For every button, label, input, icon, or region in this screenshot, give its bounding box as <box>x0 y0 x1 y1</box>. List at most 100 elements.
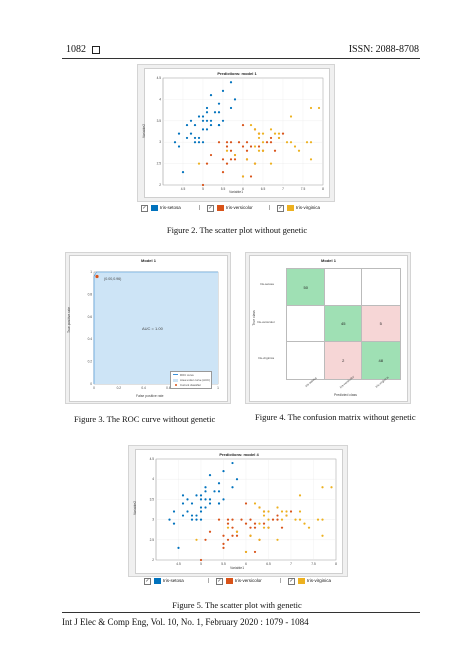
x-tick-label: 4.5 <box>176 562 181 566</box>
roc-legend-point <box>174 383 177 386</box>
scatter-point-iris-versicolor <box>245 141 249 144</box>
scatter-point-iris-setosa <box>205 128 209 131</box>
scatter-point-iris-virginica <box>253 502 257 505</box>
scatter-point-iris-virginica <box>269 162 273 165</box>
scatter-point-iris-setosa <box>185 136 189 140</box>
setosa-checkbox[interactable]: ✓ <box>141 205 148 212</box>
scatter-point-iris-versicolor <box>241 123 245 127</box>
scatter-point-iris-virginica <box>298 494 302 497</box>
versicolor-checkbox[interactable]: ✓ <box>216 578 223 585</box>
scatter-point-iris-versicolor <box>225 162 229 165</box>
scatter-point-iris-virginica <box>321 518 324 521</box>
scatter-point-iris-setosa <box>217 502 221 505</box>
scatter-point-iris-setosa <box>217 482 221 485</box>
setosa-swatch <box>151 205 158 211</box>
scatter-point-iris-versicolor <box>257 145 261 148</box>
scatter-point-iris-versicolor <box>231 526 234 529</box>
roc-y-tick-label: 0.4 <box>88 337 93 341</box>
scatter-point-iris-virginica <box>330 486 333 489</box>
cm-cell: 2 <box>323 341 363 380</box>
scatter-point-iris-setosa <box>185 123 189 127</box>
figure-5-legend: ✓ Iris-setosa ✓ Iris-versicolor ✓ Iris-v… <box>128 577 346 586</box>
figure-4-title: Model 1 <box>321 258 336 263</box>
roc-y-tick-label: 0.6 <box>88 315 93 319</box>
virginica-swatch <box>287 205 294 211</box>
scatter-point-iris-versicolor <box>249 518 252 521</box>
virginica-checkbox[interactable]: ✓ <box>277 205 284 212</box>
scatter-point-iris-virginica <box>307 526 311 529</box>
setosa-checkbox[interactable]: ✓ <box>144 578 151 585</box>
scatter-point-iris-versicolor <box>229 158 233 161</box>
scatter-point-iris-setosa <box>186 498 189 501</box>
cm-cell <box>286 304 326 343</box>
scatter-point-iris-virginica <box>235 530 239 533</box>
scatter-point-iris-virginica <box>309 106 313 110</box>
scatter-point-iris-virginica <box>257 132 261 135</box>
x-tick-label: 6 <box>242 187 244 191</box>
scatter-point-iris-setosa <box>208 502 212 505</box>
scatter-point-iris-versicolor <box>229 149 233 152</box>
scatter-point-iris-versicolor <box>208 530 212 533</box>
scatter-point-iris-setosa <box>222 470 225 473</box>
x-tick-label: 7 <box>290 562 292 566</box>
scatter-point-iris-setosa <box>186 510 189 513</box>
roc-legend-line <box>173 374 178 375</box>
scatter-point-iris-virginica <box>277 132 281 135</box>
versicolor-checkbox[interactable]: ✓ <box>207 205 214 212</box>
scatter-point-iris-versicolor <box>271 518 275 521</box>
scatter-point-iris-setosa <box>190 514 194 517</box>
legend-separator <box>199 205 200 210</box>
scatter-point-iris-setosa <box>197 136 201 140</box>
roc-operating-point <box>95 274 99 279</box>
versicolor-label: Iris-versicolor <box>235 578 262 583</box>
scatter-point-iris-virginica <box>321 486 324 489</box>
scatter-point-iris-virginica <box>262 514 266 517</box>
scatter-point-iris-versicolor <box>249 526 252 529</box>
figure-4-ylabel: True class <box>251 310 256 326</box>
scatter-point-iris-setosa <box>233 98 237 101</box>
y-tick-label: 2 <box>159 183 161 187</box>
virginica-label: Iris-virginica <box>307 578 332 583</box>
scatter-point-iris-virginica <box>258 506 261 509</box>
scatter-point-iris-versicolor <box>226 522 230 525</box>
figure-2-plot-panel: Predictions: model 1 4.5 5 5.5 6 6.5 7 7.5 8 2 2.… <box>142 68 330 198</box>
roc-x-tick-label: 1 <box>217 386 219 390</box>
scatter-point-iris-setosa <box>177 145 181 148</box>
scatter-point-iris-versicolor <box>229 141 233 144</box>
scatter-point-iris-versicolor <box>280 526 284 529</box>
roc-legend-curve: ROC curve <box>180 373 194 377</box>
scatter-point-iris-versicolor <box>233 158 237 161</box>
scatter-point-iris-setosa <box>197 141 201 144</box>
cm-cell <box>361 268 401 307</box>
roc-curve-line <box>93 271 218 384</box>
scatter-point-iris-setosa <box>201 128 205 131</box>
scatter-point-iris-setosa <box>231 486 234 489</box>
x-tick-label: 4.5 <box>181 187 186 191</box>
x-tick-label: 5 <box>202 187 204 191</box>
scatter-point-iris-virginica <box>245 158 249 161</box>
figure-3-caption: Figure 3. The ROC curve without genetic <box>74 414 216 424</box>
legend-separator <box>269 205 270 210</box>
virginica-checkbox[interactable]: ✓ <box>288 578 295 585</box>
scatter-point-iris-setosa <box>204 490 207 493</box>
scatter-point-iris-setosa <box>199 506 203 509</box>
page-number-text: 1082 <box>66 44 86 55</box>
figure-4-plot-panel: Model 1 50 45 5 2 48 Iris-setosa Iris-versic… <box>249 255 408 402</box>
y-tick-label: 4 <box>152 477 154 481</box>
scatter-point-iris-virginica <box>257 136 261 140</box>
scatter-point-iris-setosa <box>181 514 185 517</box>
virginica-label: Iris-virginica <box>296 205 321 210</box>
figure-4-xlabel: Predicted class <box>334 393 357 397</box>
scatter-point-iris-versicolor <box>204 538 207 541</box>
y-tick-label: 4.5 <box>150 457 155 461</box>
scatter-point-iris-versicolor <box>262 522 266 525</box>
figure-5-window: Predictions: model 4 4.5 5 5.5 6 6.5 7 7.5 8 2 2.… <box>128 445 348 577</box>
x-tick-label: 8 <box>322 187 324 191</box>
cm-cell <box>286 341 326 380</box>
cm-row-label-versicolor: Iris-versicolor <box>257 320 275 324</box>
scatter-point-iris-virginica <box>276 506 279 509</box>
scatter-point-iris-setosa <box>172 510 176 513</box>
scatter-point-iris-setosa <box>231 461 234 465</box>
y-tick-label: 3 <box>152 518 154 522</box>
x-tick-label: 7.5 <box>301 187 306 191</box>
